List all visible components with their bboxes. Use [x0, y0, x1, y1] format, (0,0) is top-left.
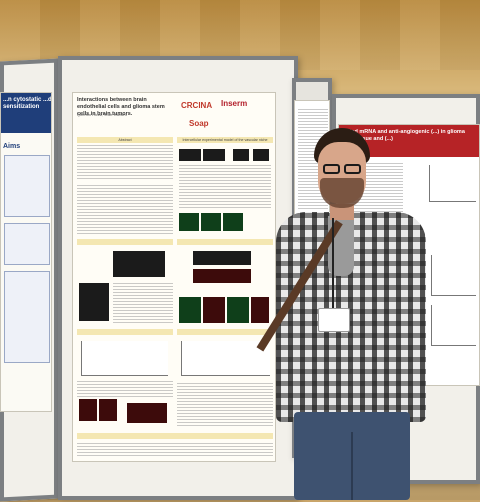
section-header-references: [77, 433, 273, 439]
right-poster-chart: [431, 255, 476, 296]
left-poster-figure-box: [4, 271, 50, 363]
section-header: [177, 329, 273, 335]
line-chart-figure: [181, 341, 270, 376]
references-text: [77, 443, 273, 457]
neck: [330, 204, 354, 220]
left-poster-text-box: [4, 223, 50, 265]
results-text: [77, 381, 173, 397]
crcina-logo: CRCINA: [181, 101, 213, 110]
fluorescence-image: [179, 213, 199, 231]
lanyard: [332, 218, 334, 314]
blot-image: [193, 251, 251, 265]
microscopy-image: [203, 149, 225, 161]
results-text: [113, 283, 173, 323]
right-poster-chart: [429, 165, 476, 202]
section-header-model: Intercellular experimental model of the …: [177, 137, 273, 143]
blot-image: [113, 251, 165, 277]
microscopy-image: [179, 149, 201, 161]
fluorescence-image: [251, 297, 269, 323]
right-poster-title: ...ted mRNA and anti-angiogenic (...) in…: [345, 129, 465, 142]
person: [256, 120, 430, 500]
fluorescence-image: [99, 399, 117, 421]
right-poster-title-band: ...ted mRNA and anti-angiogenic (...) in…: [339, 125, 479, 157]
fluorescence-image: [179, 297, 201, 323]
fluorescence-image: [227, 297, 249, 323]
bar-chart-figure: [81, 341, 168, 376]
name-badge: [318, 308, 350, 332]
blot-image: [193, 269, 251, 283]
section-header: [77, 239, 173, 245]
left-poster-title-band: ...n cytostatic ...d sensitization: [1, 93, 52, 133]
main-poster-authors: Quentin Rossi, Julie Gavard: [77, 112, 127, 117]
fluorescence-image: [127, 403, 167, 423]
beard: [320, 178, 364, 208]
left-poster: ...n cytostatic ...d sensitization Aims: [0, 92, 52, 412]
section-header: [77, 329, 173, 335]
main-poster-title: Interactions between brain endothelial c…: [77, 97, 165, 117]
right-poster-chart: [431, 305, 476, 346]
left-poster-title: ...n cytostatic ...d sensitization: [3, 97, 52, 110]
intro-diagram: [77, 185, 173, 235]
blot-image: [79, 283, 109, 321]
fluorescence-image: [79, 399, 97, 421]
model-text: [179, 165, 271, 209]
fluorescence-image: [203, 297, 225, 323]
main-poster: Interactions between brain endothelial c…: [72, 92, 276, 462]
abstract-text: [77, 145, 173, 181]
section-header-abstract: Abstract: [77, 137, 173, 143]
inserm-logo: Inserm: [221, 99, 248, 108]
section-header: [177, 239, 273, 245]
soap-logo: Soap: [189, 119, 209, 128]
conclusion-text: [177, 383, 273, 427]
jeans: [294, 412, 410, 500]
fluorescence-image: [223, 213, 243, 231]
microscopy-image: [253, 149, 269, 161]
left-poster-diagram-box: [4, 155, 50, 217]
left-poster-aims-heading: Aims: [3, 143, 21, 150]
microscopy-image: [233, 149, 249, 161]
glasses-icon: [320, 164, 364, 174]
fluorescence-image: [201, 213, 221, 231]
